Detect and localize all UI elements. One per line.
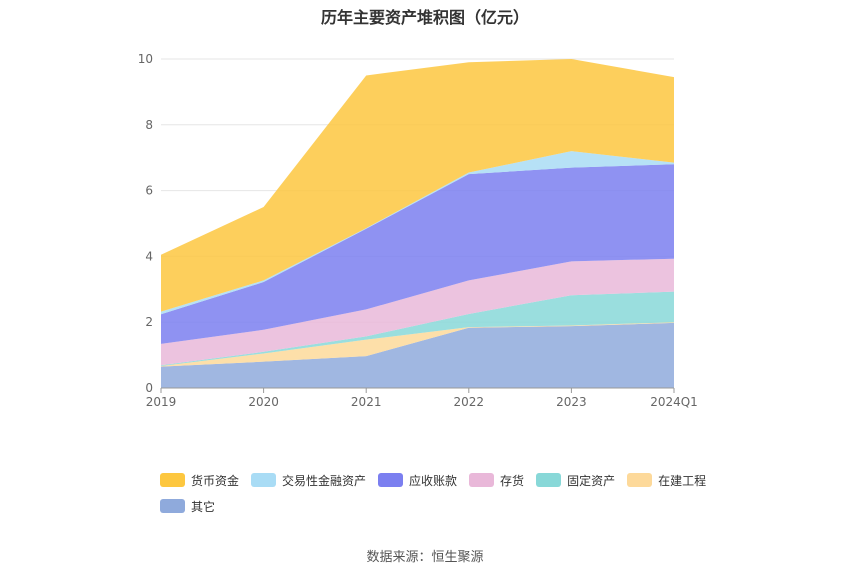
legend-item[interactable]: 应收账款 (378, 472, 457, 488)
x-tick-label: 2021 (351, 395, 382, 409)
chart-legend: 货币资金 交易性金融资产 应收账款 存货 固定资产 在建工程其它 (160, 472, 720, 524)
y-tick-label: 0 (145, 381, 153, 395)
y-tick-label: 4 (145, 249, 153, 263)
legend-label: 存货 (500, 473, 525, 488)
area-series-交易性金融资产 (161, 151, 674, 315)
legend-item[interactable]: 交易性金融资产 (251, 472, 366, 488)
legend-swatch (536, 473, 562, 487)
legend-label: 其它 (191, 499, 216, 514)
legend-item[interactable]: 固定资产 (536, 472, 615, 488)
legend-label: 在建工程 (658, 473, 707, 488)
stacked-area-chart: 0 2 4 6 8 10 2019 2020 2021 2022 2023 2024Q1 (138, 52, 698, 409)
legend-label: 货币资金 (191, 473, 240, 488)
data-source-note: 数据来源：恒生聚源 (366, 550, 484, 565)
area-series-存货 (161, 258, 674, 366)
legend-item[interactable]: 在建工程 (627, 472, 706, 488)
legend-swatch (627, 473, 653, 487)
y-tick-label: 2 (145, 315, 153, 329)
legend-label: 交易性金融资产 (282, 473, 367, 488)
legend-item[interactable]: 存货 (469, 472, 524, 488)
area-series-固定资产 (161, 291, 674, 366)
legend-swatch (378, 473, 404, 487)
area-series-货币资金 (161, 59, 674, 312)
x-tick-label: 2023 (556, 395, 587, 409)
legend-swatch (251, 473, 277, 487)
chart-title: 历年主要资产堆积图（亿元） (320, 8, 529, 27)
x-tick-label: 2020 (248, 395, 279, 409)
x-tick-label: 2019 (146, 395, 177, 409)
legend-swatch (160, 473, 185, 487)
area-series-其它 (161, 322, 674, 388)
legend-item[interactable]: 货币资金 (160, 472, 239, 488)
y-tick-label: 8 (145, 118, 153, 132)
legend-swatch (469, 473, 495, 487)
y-tick-label: 6 (145, 184, 153, 198)
legend-item[interactable]: 其它 (160, 498, 215, 514)
x-tick-label: 2024Q1 (650, 395, 698, 409)
legend-label: 应收账款 (409, 473, 458, 488)
legend-swatch (160, 499, 185, 513)
area-series-应收账款 (161, 164, 674, 344)
legend-label: 固定资产 (567, 473, 616, 488)
area-series-在建工程 (161, 322, 674, 367)
y-tick-label: 10 (138, 52, 153, 66)
x-tick-label: 2022 (454, 395, 485, 409)
